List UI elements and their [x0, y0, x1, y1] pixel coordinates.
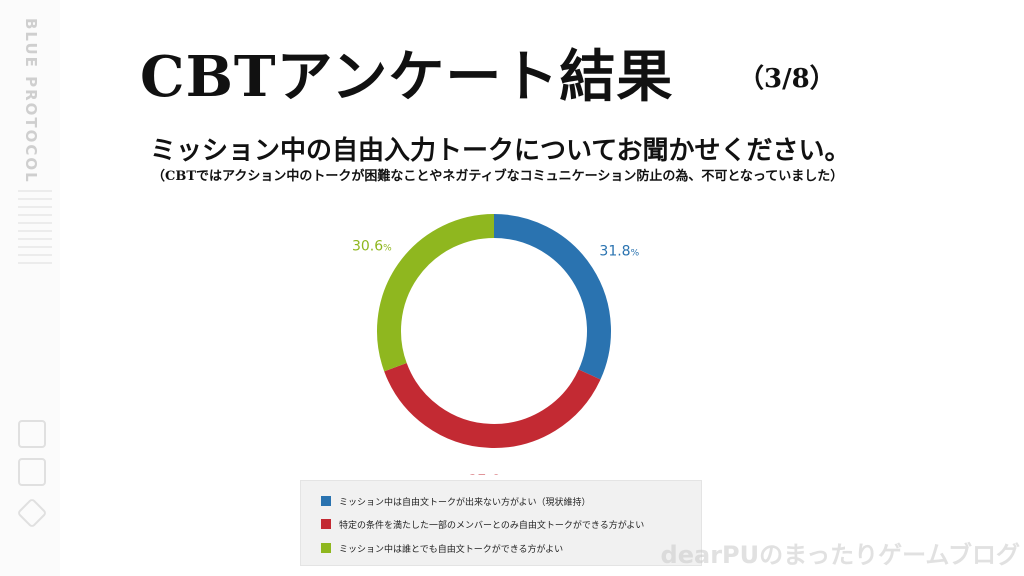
legend-label: ミッション中は誰とでも自由文トークができる方がよい — [339, 544, 564, 555]
legend-label: ミッション中は自由文トークが出来ない方がよい（現状維持） — [339, 497, 591, 508]
sidebar-fine-print — [18, 190, 52, 270]
diamond-icon — [16, 497, 48, 529]
slice-label-3: 30.6% — [352, 239, 392, 255]
brand-logo-text: BLUE PROTOCOL — [22, 18, 40, 184]
donut-slice-3 — [377, 214, 495, 372]
page-number: （3/8） — [738, 64, 836, 94]
legend-item-3: ミッション中は誰とでも自由文トークができる方がよい — [321, 541, 563, 555]
watermark: dearPUのまったりゲームブログ — [660, 541, 1020, 569]
donut-chart: 31.8% 37.6% 30.6% — [352, 214, 640, 475]
slice-label-1: 31.8% — [599, 243, 639, 259]
page-title: CBTアンケート結果 — [140, 44, 674, 110]
sidebar: BLUE PROTOCOL — [0, 0, 60, 576]
legend-swatch — [321, 519, 331, 529]
legend-item-1: ミッション中は自由文トークが出来ない方がよい（現状維持） — [321, 494, 591, 508]
emblem-icon — [18, 420, 46, 448]
donut-slice-2 — [384, 362, 601, 448]
sidebar-emblems — [14, 420, 50, 534]
survey-note: （CBTではアクション中のトークが困難なことやネガティブなコミュニケーション防止… — [152, 169, 844, 184]
donut-slice-1 — [493, 214, 611, 380]
legend-swatch — [321, 496, 331, 506]
chart-legend: ミッション中は自由文トークが出来ない方がよい（現状維持） 特定の条件を満たした一部… — [300, 480, 702, 566]
legend-item-2: 特定の条件を満たした一部のメンバーとのみ自由文トークができる方がよい — [321, 517, 644, 531]
survey-question: ミッション中の自由入力トークについてお聞かせください。 — [150, 136, 851, 166]
slice-label-2: 37.6% — [469, 473, 509, 475]
legend-label: 特定の条件を満たした一部のメンバーとのみ自由文トークができる方がよい — [339, 520, 645, 531]
crest-icon — [18, 458, 46, 486]
legend-swatch — [321, 543, 331, 553]
